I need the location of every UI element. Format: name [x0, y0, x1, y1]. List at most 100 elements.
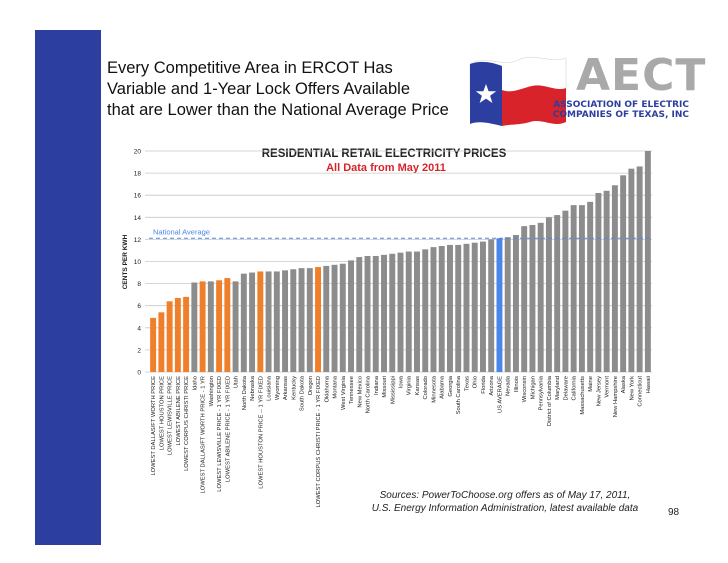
bar [348, 260, 354, 372]
x-tick-label: Connecticut [638, 376, 644, 407]
logo-subtitle-line1: ASSOCIATION OF ELECTRIC [553, 100, 689, 110]
x-tick-label: Oregon [308, 376, 314, 395]
x-tick-label: Maine [588, 376, 594, 392]
bar [504, 237, 511, 372]
x-tick-label: Montana [333, 375, 339, 398]
bar [249, 272, 256, 372]
bar [207, 281, 214, 372]
y-tick-label: 6 [137, 303, 141, 310]
bar [521, 226, 528, 372]
logo-wordmark: AECT [576, 50, 707, 101]
bar [512, 234, 519, 372]
x-tick-label: Tennessee [349, 376, 355, 404]
x-tick-label: District of Columbia [547, 375, 553, 426]
bar [298, 268, 305, 372]
bar [166, 301, 173, 372]
x-tick-label: LOWEST DALLAS/FT WORTH PRICE - 1 YR [201, 376, 207, 493]
bar [150, 317, 157, 372]
x-tick-label: Indiana [374, 375, 380, 395]
bar [265, 271, 272, 372]
x-tick-label: Michigan [530, 376, 536, 399]
x-tick-label: Kentucky [291, 376, 297, 400]
x-tick-label: LOWEST ABILENE PRICE - 1 YR FIXED [225, 376, 231, 482]
x-tick-label: Delaware [563, 376, 569, 401]
texas-flag-icon [469, 56, 567, 127]
bar [636, 166, 643, 372]
bar [389, 253, 396, 372]
bar [397, 252, 404, 372]
y-axis-label: CENTS PER KWH [122, 234, 129, 289]
y-tick-label: 16 [134, 193, 142, 200]
bar [644, 151, 651, 372]
bar [587, 201, 594, 372]
x-tick-label: Illinois [514, 376, 520, 392]
bar [570, 205, 577, 372]
bar [438, 246, 445, 372]
bar [414, 251, 420, 372]
x-tick-label: Missouri [382, 376, 388, 398]
bar [257, 271, 264, 372]
bar [595, 192, 602, 372]
bar [603, 190, 610, 372]
x-tick-label: Wyoming [275, 376, 281, 400]
x-tick-label: Nevada [506, 375, 512, 396]
x-tick-label: Georgia [448, 375, 454, 396]
x-tick-label: Virginia [407, 375, 413, 395]
bar [381, 254, 387, 372]
x-tick-label: Texas [464, 376, 470, 391]
bar [199, 281, 206, 372]
chart-subtitle: All Data from May 2011 [326, 162, 446, 174]
bar [430, 247, 437, 372]
bar [282, 270, 289, 372]
bar [158, 312, 165, 372]
x-tick-label: Minnesota [431, 375, 437, 403]
x-tick-label: Massachusetts [580, 376, 586, 415]
y-tick-label: 4 [137, 325, 141, 332]
y-tick-label: 2 [137, 347, 141, 354]
bar [331, 264, 338, 372]
x-tick-label: Arkansas [283, 376, 289, 400]
bar [611, 185, 618, 372]
x-tick-label: Vermont [605, 376, 611, 398]
x-tick-label: LOWEST LEWISVILLE PRICE - 1 YR FIXED [217, 376, 223, 492]
bar [422, 249, 429, 372]
x-tick-label: Hawaii [646, 376, 652, 393]
bar [356, 257, 363, 372]
bar [463, 243, 470, 372]
bar [471, 242, 478, 372]
bar [529, 225, 536, 372]
x-tick-label: Utah [234, 376, 240, 388]
bar [232, 281, 239, 372]
y-tick-label: 8 [137, 281, 141, 288]
x-tick-label: LOWEST CORPUS CHRISTI PRICE - 1 YR FIXED [316, 376, 322, 508]
x-tick-label: Oklahoma [324, 375, 330, 402]
bar [537, 222, 544, 372]
bar [405, 251, 412, 372]
x-tick-label: LOWEST HOUSTON PRICE [159, 376, 165, 450]
x-tick-label: LOWEST ABILENE PRICE [176, 376, 182, 446]
y-tick-label: 14 [134, 215, 142, 222]
logo-subtitle-line2: COMPANIES OF TEXAS, INC [552, 110, 689, 120]
x-tick-label: California [572, 375, 578, 400]
x-tick-label: North Dakota [242, 375, 248, 410]
bar [364, 255, 371, 372]
bar [315, 267, 322, 372]
bar [545, 217, 552, 372]
bar [306, 268, 313, 372]
aect-logo: AECT ASSOCIATION OF ELECTRIC COMPANIES O… [468, 50, 705, 130]
x-tick-label: LOWEST DALLAS/FT WORTH PRICE [151, 376, 157, 476]
x-tick-label: Alaska [621, 375, 627, 393]
sources-note: Sources: PowerToChoose.org offers as of … [371, 490, 639, 514]
x-tick-label: Iowa [399, 375, 405, 388]
bar [372, 255, 379, 372]
bar [447, 244, 453, 372]
x-tick-label: Idaho [192, 376, 198, 391]
x-tick-label: New York [629, 376, 635, 401]
bar [562, 210, 569, 372]
bar [273, 271, 280, 372]
x-tick-label: New Jersey [596, 376, 602, 406]
x-tick-label: South Carolina [456, 375, 462, 414]
x-tick-label: LOWEST HOUSTON PRICE -- 1 YR FIXED [258, 376, 264, 489]
x-tick-label: West Virginia [341, 375, 347, 410]
